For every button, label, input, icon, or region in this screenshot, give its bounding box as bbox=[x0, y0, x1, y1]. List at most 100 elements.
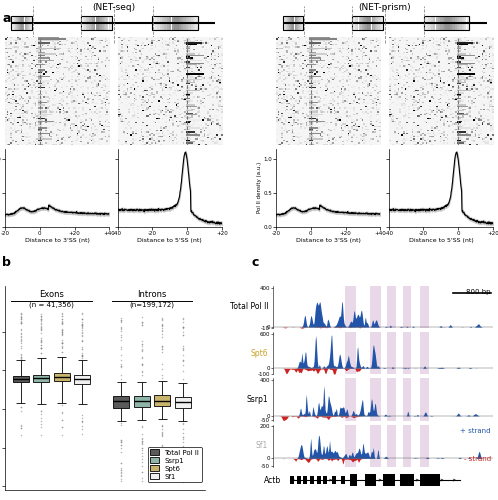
Text: Sf1: Sf1 bbox=[256, 442, 268, 450]
Bar bbox=[360, 16, 362, 30]
Point bbox=[179, 429, 187, 437]
Point bbox=[158, 342, 166, 350]
Point bbox=[158, 348, 166, 356]
Point bbox=[117, 419, 125, 427]
Bar bbox=[420, 474, 440, 486]
X-axis label: Distance to 5'SS (nt): Distance to 5'SS (nt) bbox=[137, 238, 202, 242]
Point bbox=[17, 354, 25, 362]
Point bbox=[158, 321, 166, 329]
Point bbox=[137, 318, 145, 326]
Point bbox=[37, 338, 45, 346]
Point bbox=[58, 332, 66, 340]
Point bbox=[17, 432, 25, 440]
Point bbox=[179, 366, 187, 374]
Point bbox=[117, 316, 125, 324]
Bar bbox=[457, 16, 459, 30]
Bar bbox=[383, 474, 395, 486]
Bar bbox=[20, 16, 21, 30]
Point bbox=[58, 330, 66, 338]
Point bbox=[17, 325, 25, 333]
Point bbox=[37, 410, 45, 418]
Point bbox=[117, 438, 125, 446]
Bar bbox=[191, 16, 193, 30]
Bar bbox=[387, 378, 396, 421]
Point bbox=[78, 320, 86, 328]
Point bbox=[117, 466, 125, 473]
Point bbox=[117, 324, 125, 332]
Bar bbox=[346, 286, 357, 328]
Bar bbox=[294, 16, 296, 30]
X-axis label: Distance to 3'SS (nt): Distance to 3'SS (nt) bbox=[25, 238, 90, 242]
Point bbox=[17, 329, 25, 337]
Bar bbox=[452, 16, 455, 30]
Point bbox=[37, 326, 45, 334]
Bar bbox=[420, 286, 429, 328]
Bar bbox=[431, 16, 433, 30]
Point bbox=[158, 320, 166, 328]
Point bbox=[58, 326, 66, 334]
Bar bbox=[174, 16, 176, 30]
Bar bbox=[186, 16, 188, 30]
Point bbox=[37, 312, 45, 320]
Point bbox=[37, 350, 45, 358]
Text: b: b bbox=[2, 256, 11, 270]
Point bbox=[179, 346, 187, 354]
Bar bbox=[297, 476, 301, 484]
Point bbox=[58, 342, 66, 349]
Point bbox=[117, 333, 125, 341]
Point bbox=[58, 318, 66, 326]
Point bbox=[117, 421, 125, 429]
Point bbox=[137, 342, 145, 350]
Point bbox=[78, 310, 86, 318]
Point bbox=[137, 346, 145, 354]
Point bbox=[37, 344, 45, 352]
Point bbox=[158, 316, 166, 324]
Point bbox=[78, 416, 86, 424]
Point bbox=[117, 360, 125, 368]
Point bbox=[158, 324, 166, 332]
Point bbox=[117, 375, 125, 383]
Bar bbox=[443, 16, 445, 30]
Point bbox=[78, 352, 86, 360]
Bar bbox=[297, 16, 298, 30]
Point bbox=[78, 326, 86, 334]
Bar bbox=[283, 16, 303, 30]
Bar bbox=[157, 16, 159, 30]
Bar bbox=[181, 16, 183, 30]
Bar bbox=[19, 16, 20, 30]
X-axis label: Distance to 3'SS (nt): Distance to 3'SS (nt) bbox=[296, 238, 361, 242]
Point bbox=[37, 338, 45, 345]
Point bbox=[179, 344, 187, 351]
Point bbox=[78, 328, 86, 336]
Point bbox=[78, 352, 86, 360]
Point bbox=[37, 324, 45, 332]
Point bbox=[117, 468, 125, 475]
Bar bbox=[403, 332, 411, 374]
Point bbox=[137, 340, 145, 348]
Point bbox=[117, 318, 125, 326]
Point bbox=[58, 328, 66, 336]
Point bbox=[17, 326, 25, 334]
Point bbox=[137, 345, 145, 353]
Point bbox=[37, 329, 45, 337]
Point bbox=[179, 323, 187, 331]
Point bbox=[179, 328, 187, 336]
Point bbox=[137, 444, 145, 452]
Point bbox=[179, 324, 187, 332]
Point bbox=[58, 326, 66, 334]
Point bbox=[58, 344, 66, 352]
Point bbox=[78, 350, 86, 358]
Bar bbox=[285, 16, 286, 30]
Point bbox=[117, 472, 125, 480]
Point bbox=[179, 452, 187, 460]
Bar bbox=[15, 16, 16, 30]
Bar bbox=[459, 16, 462, 30]
Legend: Total Pol II, Ssrp1, Spt6, Sf1: Total Pol II, Ssrp1, Spt6, Sf1 bbox=[147, 446, 202, 482]
Bar bbox=[92, 16, 94, 30]
Point bbox=[58, 339, 66, 347]
Text: Spt6: Spt6 bbox=[250, 348, 268, 358]
Bar bbox=[286, 16, 287, 30]
Point bbox=[179, 322, 187, 330]
Point bbox=[158, 442, 166, 450]
Bar bbox=[420, 332, 429, 374]
